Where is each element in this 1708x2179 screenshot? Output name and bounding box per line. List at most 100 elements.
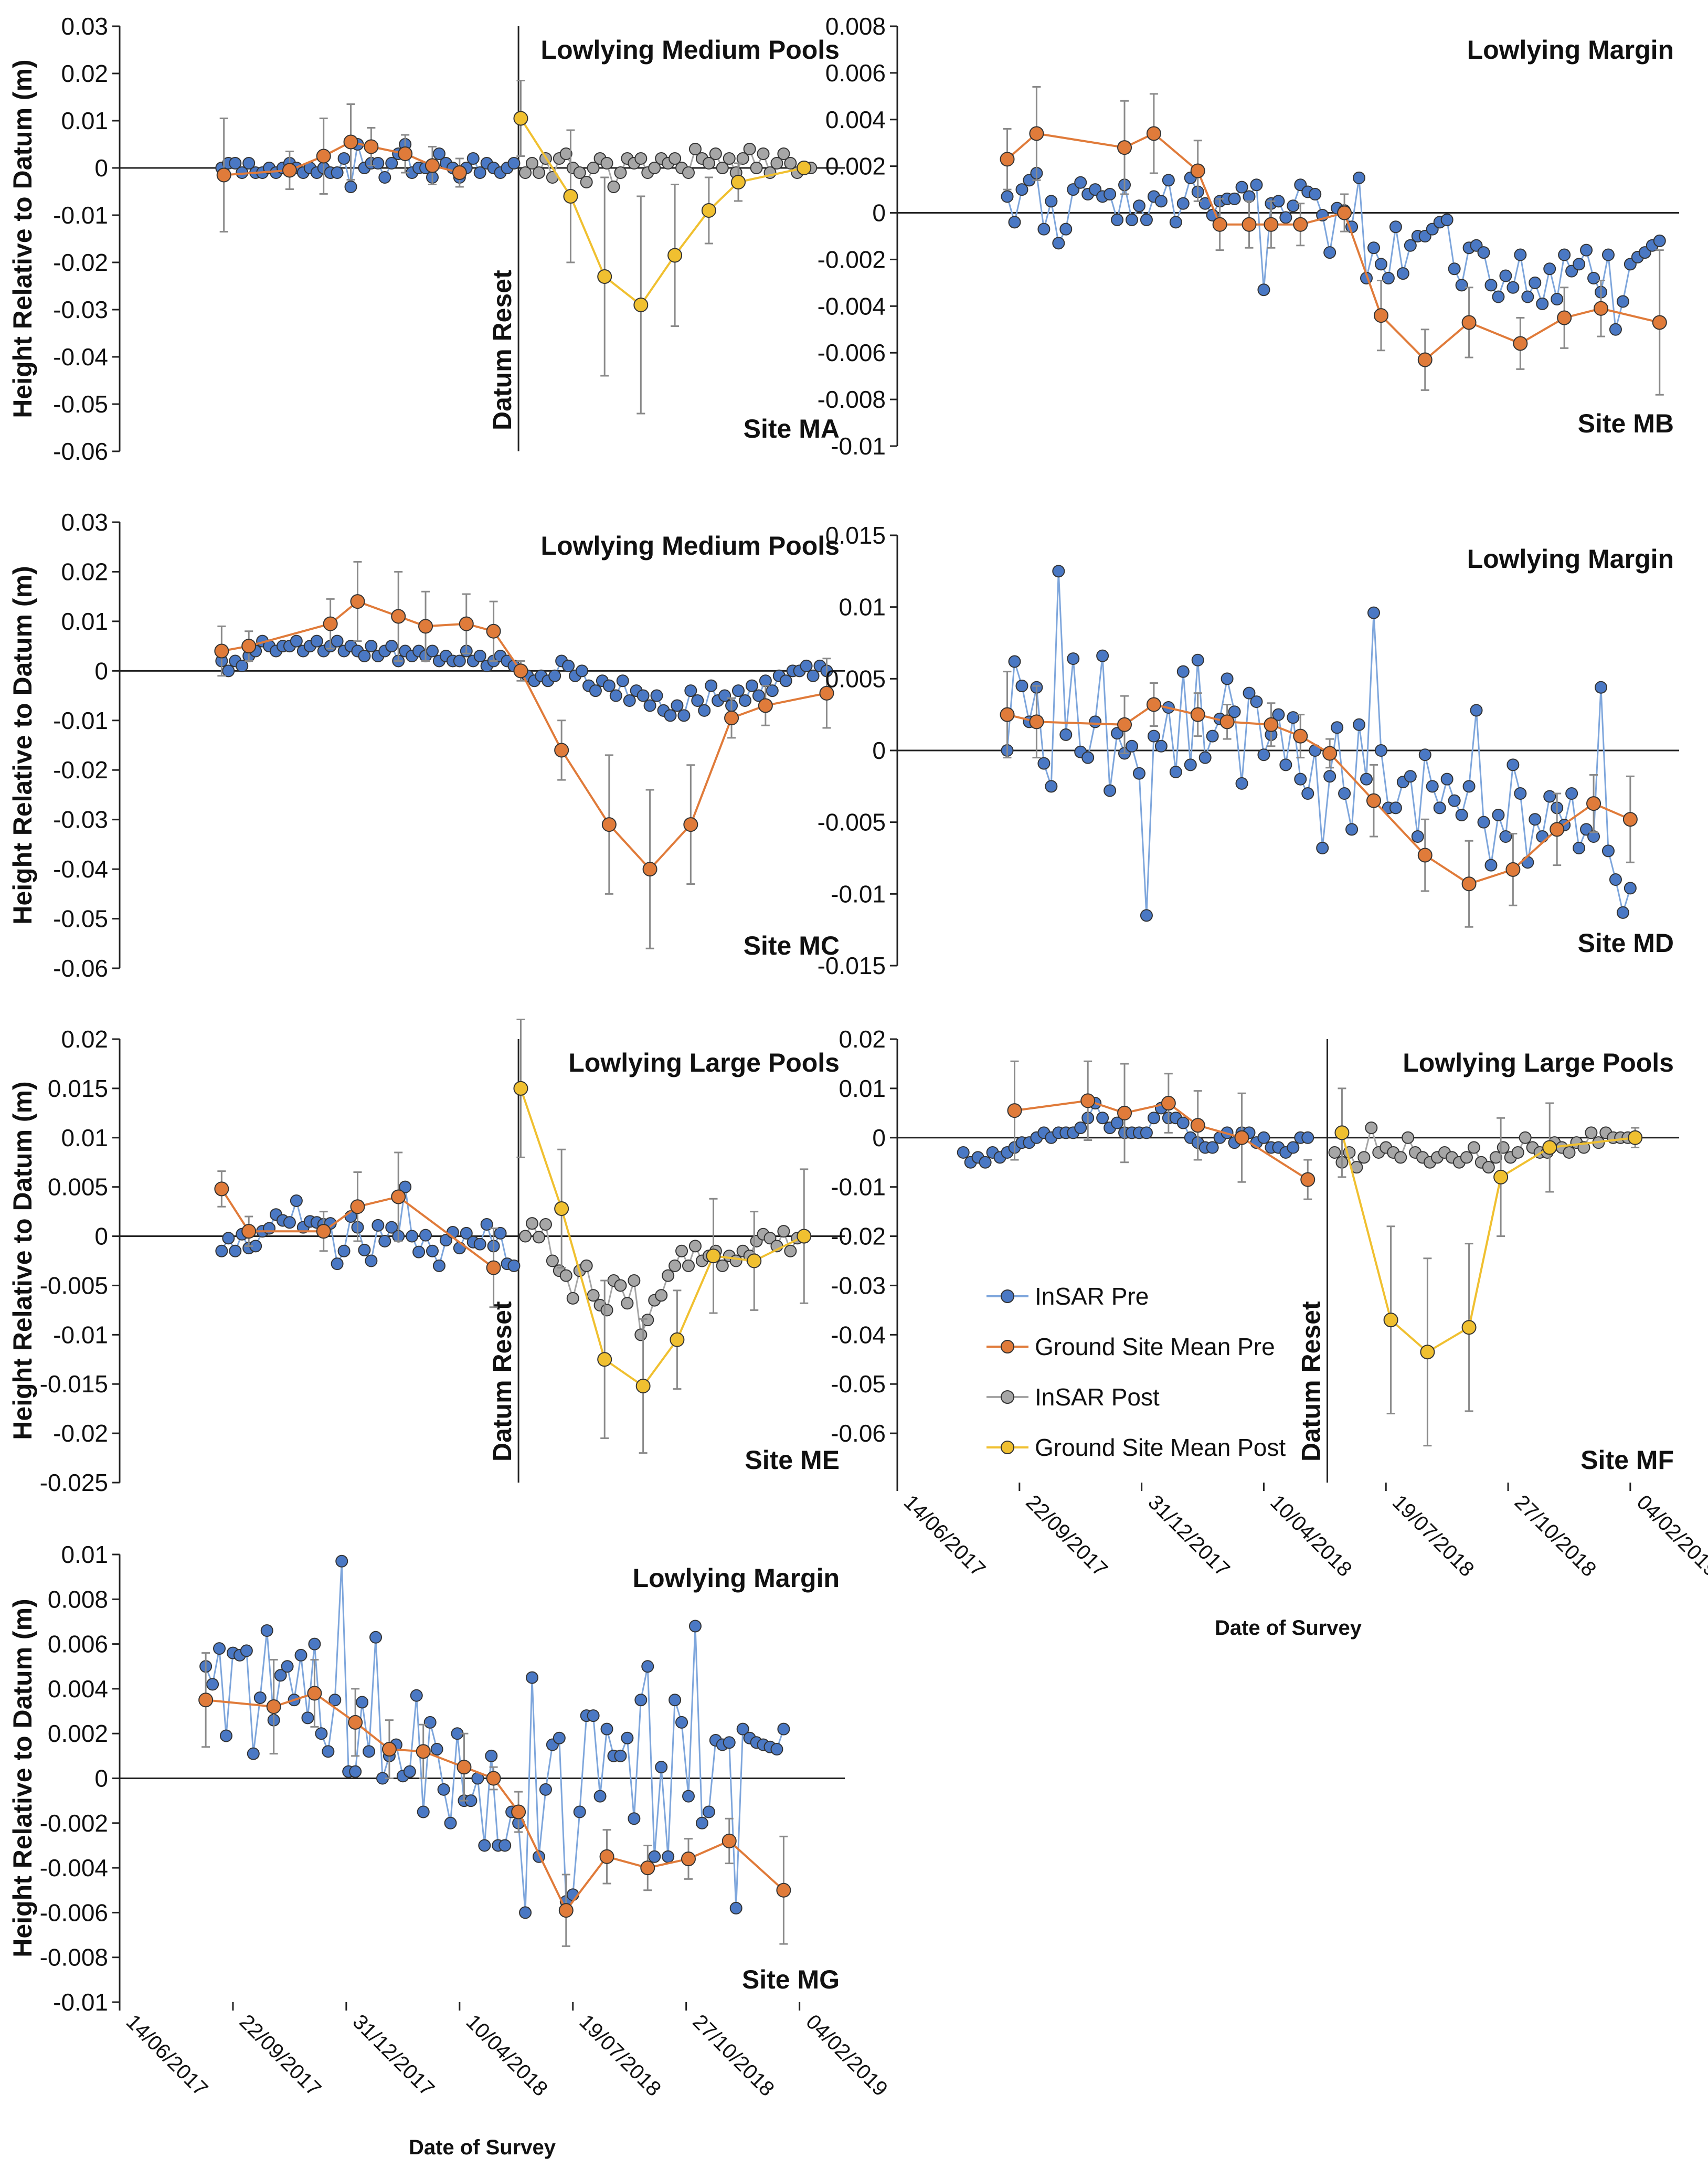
data-point xyxy=(478,1839,491,1852)
data-point xyxy=(331,166,344,179)
data-point xyxy=(1331,721,1344,734)
data-point xyxy=(1573,841,1586,854)
legend-label: Ground Site Mean Post xyxy=(1035,1434,1286,1461)
data-point xyxy=(1111,1116,1124,1129)
data-point xyxy=(1074,1122,1087,1134)
series-insar-pre xyxy=(199,1554,790,1919)
data-point xyxy=(229,157,242,170)
data-point xyxy=(316,1224,331,1239)
series-ground-site-mean-post xyxy=(513,80,812,415)
data-point xyxy=(349,1765,362,1778)
data-point xyxy=(294,1648,307,1662)
data-point xyxy=(1565,787,1578,800)
data-point xyxy=(597,1352,612,1367)
data-point xyxy=(403,1765,416,1778)
data-point xyxy=(1301,787,1314,800)
x-tick-label: 19/07/2018 xyxy=(575,2010,665,2101)
data-point xyxy=(1264,217,1279,232)
y-tick-label: -0.02 xyxy=(831,1223,886,1250)
data-point xyxy=(1477,246,1490,259)
y-tick-label: 0 xyxy=(94,1765,108,1792)
y-tick-label: -0.002 xyxy=(40,1810,108,1837)
y-tick-label: 0.008 xyxy=(48,1585,108,1613)
series-ground-site-mean-pre xyxy=(198,1652,791,1947)
data-point xyxy=(1140,1126,1153,1139)
data-point xyxy=(777,147,790,160)
data-point xyxy=(669,1694,682,1707)
data-point xyxy=(1323,770,1336,783)
data-point xyxy=(1081,751,1095,764)
data-point xyxy=(1497,1141,1510,1154)
data-point xyxy=(539,1783,552,1796)
data-point xyxy=(283,1216,296,1229)
data-point xyxy=(1353,171,1366,184)
series-line xyxy=(1006,571,1631,916)
data-point xyxy=(800,659,813,672)
data-point xyxy=(1323,246,1336,259)
data-point xyxy=(807,669,820,682)
data-point xyxy=(241,1224,257,1239)
chart-me: 0.02 0.015 0.01 0.005 0 -0.005 -0.01 -0.015 -0.0… xyxy=(8,1018,845,1496)
y-tick-label: -0.04 xyxy=(53,855,108,883)
data-point xyxy=(1482,1161,1495,1174)
data-point xyxy=(1470,704,1483,717)
data-point xyxy=(331,1257,344,1271)
data-point xyxy=(328,1694,342,1707)
data-point xyxy=(1052,237,1065,250)
y-tick-label: -0.04 xyxy=(53,343,108,371)
data-point xyxy=(1206,1141,1219,1154)
data-point xyxy=(485,1749,498,1762)
data-point xyxy=(609,689,622,702)
data-point xyxy=(398,146,413,161)
data-point xyxy=(1360,773,1373,786)
data-point xyxy=(1176,197,1190,210)
data-point xyxy=(1191,653,1204,667)
data-point xyxy=(1162,174,1175,187)
data-point xyxy=(634,1328,648,1341)
data-point xyxy=(526,1671,539,1684)
data-point xyxy=(701,203,716,218)
y-tick-label: 0.008 xyxy=(825,13,886,40)
data-point xyxy=(1521,856,1534,869)
series-ground-site-mean-pre xyxy=(216,103,467,232)
data-point xyxy=(301,1711,314,1725)
data-point xyxy=(1029,714,1044,729)
y-tick-label: -0.04 xyxy=(831,1321,886,1348)
data-point xyxy=(723,1736,736,1749)
data-point xyxy=(406,1230,419,1243)
data-point xyxy=(1235,777,1248,790)
data-point xyxy=(214,643,229,659)
data-point xyxy=(1117,1105,1132,1120)
data-point xyxy=(1420,1345,1435,1360)
data-point xyxy=(688,143,702,155)
series-insar-post xyxy=(519,143,818,193)
data-point xyxy=(1140,909,1153,922)
data-point xyxy=(1493,1169,1509,1184)
data-point xyxy=(705,679,718,692)
data-point xyxy=(655,1289,668,1302)
data-point xyxy=(365,640,378,653)
data-point xyxy=(337,152,351,165)
data-point xyxy=(709,147,722,160)
y-axis-title: Height Relative to Datum (m) xyxy=(8,566,37,924)
data-point xyxy=(1176,1116,1190,1129)
series-ground-site-mean-pre xyxy=(1000,671,1638,928)
data-point xyxy=(1126,739,1138,753)
data-point xyxy=(1008,655,1021,668)
data-point xyxy=(1242,217,1257,232)
data-point xyxy=(750,162,763,174)
data-point xyxy=(628,1274,641,1287)
series-line xyxy=(519,118,804,306)
data-point xyxy=(1117,717,1132,732)
data-point xyxy=(419,1229,432,1242)
data-point xyxy=(335,1554,348,1568)
data-point xyxy=(1345,823,1359,836)
data-point xyxy=(498,1839,512,1852)
data-point xyxy=(274,1669,287,1682)
y-tick-label: -0.002 xyxy=(818,246,886,273)
data-point xyxy=(1521,290,1534,303)
chart-mb: 0.008 0.006 0.004 0.002 0 -0.002 -0.004 -0.006 -… xyxy=(818,13,1679,460)
y-tick-label: -0.005 xyxy=(40,1272,108,1299)
series-ground-site-mean-pre xyxy=(1000,86,1667,396)
